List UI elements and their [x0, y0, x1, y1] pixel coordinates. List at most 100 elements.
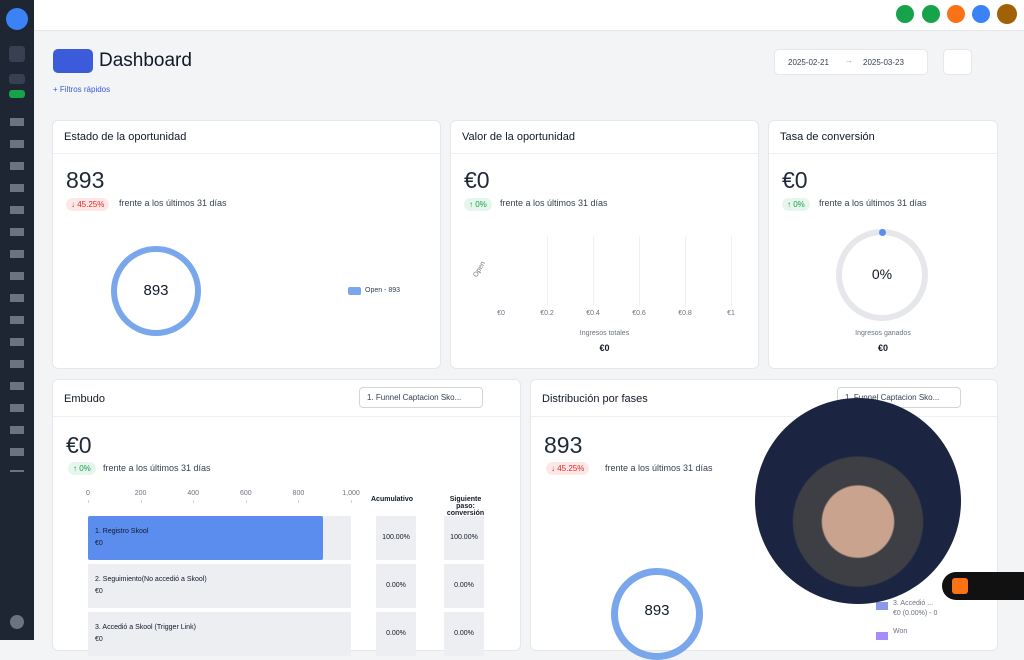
- gauge-center: 0%: [871, 266, 893, 282]
- next-step: 0.00%: [444, 564, 484, 608]
- funnel-track: [88, 612, 351, 656]
- call-button[interactable]: [896, 5, 914, 23]
- stage-amount: €0: [95, 588, 103, 595]
- kpi: 893: [544, 432, 583, 458]
- donut-center: 893: [644, 602, 670, 619]
- card-title: Embudo: [64, 393, 105, 405]
- help-button[interactable]: [972, 5, 990, 23]
- tick-mark: [245, 500, 247, 503]
- tick-mark: [88, 500, 89, 503]
- legend-label: Won: [893, 628, 908, 635]
- x-tick-label: €0.4: [586, 310, 600, 317]
- tick-mark: [351, 500, 352, 503]
- tick-mark: [193, 500, 195, 503]
- card: Estado de la oportunidad 893 ↓ 45.25% fr…: [52, 120, 441, 369]
- avatar[interactable]: [997, 4, 1017, 24]
- stage-name: 1. Registro Skool: [95, 528, 149, 535]
- change-badge: ↓ 45.25%: [546, 462, 590, 475]
- date-range[interactable]: 2025-02-21 → 2025-03-23: [774, 49, 928, 75]
- nav-icons[interactable]: [10, 112, 24, 472]
- gauge-dot: [879, 229, 886, 236]
- logo[interactable]: [6, 8, 28, 30]
- funnel-track: [88, 564, 351, 608]
- compare-text: frente a los últimos 31 días: [605, 463, 713, 473]
- legend-swatch: [876, 602, 888, 610]
- cumulative: 0.00%: [376, 612, 416, 656]
- column-header: Acumulativo: [371, 496, 414, 503]
- card-title: Tasa de conversión: [780, 131, 875, 143]
- stage-name: 3. Accedió a Skool (Trigger Link): [95, 624, 196, 631]
- nav-icon[interactable]: [9, 90, 25, 98]
- card-title: Estado de la oportunidad: [64, 131, 187, 143]
- date-from: 2025-02-21: [788, 58, 829, 67]
- gauge-label: Ingresos ganados: [855, 330, 911, 337]
- x-tick-label: 800: [292, 490, 305, 497]
- x-tick-label: €0.8: [678, 310, 692, 317]
- total: €0: [599, 343, 610, 353]
- tick-mark: [298, 500, 300, 503]
- card: Valor de la oportunidad €0 ↑ 0% frente a…: [450, 120, 759, 369]
- legend-swatch: [348, 287, 361, 295]
- date-to: 2025-03-23: [863, 58, 904, 67]
- kpi: €0: [782, 167, 808, 193]
- notifications-button[interactable]: [947, 5, 965, 23]
- sidebar: [0, 0, 34, 640]
- x-tick-label: 1,000: [342, 490, 360, 497]
- cumulative: 100.00%: [376, 516, 416, 560]
- card: Embudo 1. Funnel Captacion Sko... €0 ↑ 0…: [52, 379, 521, 651]
- change-badge: ↑ 0%: [464, 198, 492, 211]
- next-step: 0.00%: [444, 612, 484, 656]
- x-tick-label: 400: [187, 490, 200, 497]
- quick-filters[interactable]: + Filtros rápidos: [53, 85, 111, 94]
- grid-line: [593, 236, 594, 306]
- x-tick-label: €0.2: [540, 310, 554, 317]
- change-badge: ↑ 0%: [68, 462, 96, 475]
- stage-amount: €0: [95, 540, 103, 547]
- x-tick-label: 200: [134, 490, 147, 497]
- edit-button[interactable]: [943, 49, 972, 75]
- recording-controls[interactable]: [942, 572, 1024, 600]
- funnel-bar: [88, 516, 323, 560]
- change-badge: ↑ 0%: [782, 198, 810, 211]
- donut: [111, 246, 201, 336]
- donut-center: 893: [143, 282, 169, 299]
- legend-label: Open - 893: [365, 287, 401, 294]
- card: Tasa de conversión €0 ↑ 0% frente a los …: [768, 120, 998, 369]
- stage-name: 2. Seguimiento(No accedió a Skool): [95, 576, 207, 583]
- x-tick-label: 0: [86, 490, 90, 497]
- total: €0: [877, 343, 888, 353]
- x-tick-label: €1: [727, 310, 735, 317]
- x-tick-label: €0.6: [632, 310, 646, 317]
- webcam-overlay: [755, 398, 961, 604]
- kpi: 893: [66, 167, 105, 193]
- announce-button[interactable]: [922, 5, 940, 23]
- y-label: Open: [472, 260, 487, 279]
- legend-swatch: [876, 632, 888, 640]
- topbar: [34, 0, 1024, 31]
- x-tick-label: 600: [239, 490, 252, 497]
- kpi: €0: [66, 432, 92, 458]
- funnel-dropdown[interactable]: 1. Funnel Captacion Sko...: [359, 387, 483, 408]
- column-header: Siguiente paso: conversión: [446, 496, 485, 517]
- compare-text: frente a los últimos 31 días: [819, 198, 927, 208]
- view-switcher[interactable]: [53, 49, 93, 73]
- nav-icon[interactable]: [9, 74, 25, 84]
- next-step: 100.00%: [444, 516, 484, 560]
- grid-line: [547, 236, 548, 306]
- tick-mark: [140, 500, 142, 503]
- grid-line: [639, 236, 640, 306]
- page-title: Dashboard: [99, 50, 192, 71]
- x-axis-label: Ingresos totales: [579, 330, 630, 337]
- grid-line: [685, 236, 686, 306]
- legend-label: 3. Accedió ...: [893, 600, 934, 607]
- kpi: €0: [464, 167, 490, 193]
- compare-text: frente a los últimos 31 días: [103, 463, 211, 473]
- settings[interactable]: [10, 615, 24, 629]
- change-badge: ↓ 45.25%: [66, 198, 110, 211]
- cumulative: 0.00%: [376, 564, 416, 608]
- legend-label: €0 (0.00%) - 0: [893, 610, 938, 617]
- compare-text: frente a los últimos 31 días: [119, 198, 227, 208]
- nav-icon[interactable]: [9, 46, 25, 62]
- compare-text: frente a los últimos 31 días: [500, 198, 608, 208]
